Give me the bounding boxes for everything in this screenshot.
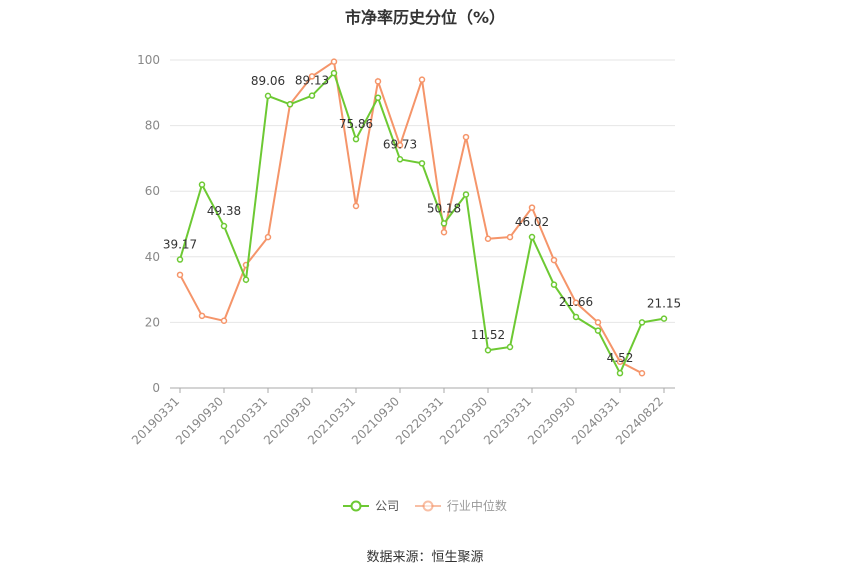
data-point-company: [440, 220, 448, 227]
data-label: 89.13: [295, 74, 329, 88]
data-point-industry: [616, 358, 624, 366]
data-point-industry: [264, 233, 272, 241]
data-point-industry: [198, 312, 206, 320]
data-label: 21.15: [647, 297, 681, 311]
data-label: 46.02: [515, 215, 549, 229]
data-point-industry: [220, 317, 228, 325]
data-point-company: [242, 276, 250, 284]
y-tick-label: 80: [145, 119, 160, 133]
data-point-industry: [440, 228, 448, 236]
data-point-industry: [418, 76, 426, 83]
data-label: 4.52: [607, 351, 634, 365]
data-point-company: [286, 101, 294, 108]
legend-line-marker-icon: [414, 500, 441, 511]
data-label: 21.66: [559, 295, 593, 309]
data-point-company: [198, 181, 206, 188]
data-point-company: [506, 343, 514, 351]
data-point-industry: [462, 133, 470, 141]
data-point-company: [308, 92, 316, 99]
data-point-company: [572, 313, 580, 321]
data-point-industry: [506, 233, 514, 241]
chart-title: 市净率历史分位（%）: [344, 8, 506, 27]
data-point-company: [616, 369, 624, 377]
data-label: 50.18: [427, 201, 461, 215]
data-point-industry: [550, 256, 558, 264]
data-label: 49.38: [207, 204, 241, 218]
y-tick-label: 60: [145, 184, 160, 198]
data-point-company: [484, 346, 492, 354]
data-point-company: [352, 135, 360, 143]
y-tick-label: 20: [145, 315, 160, 329]
data-point-company: [374, 94, 382, 101]
data-label: 75.86: [339, 117, 373, 131]
y-tick-label: 0: [152, 381, 160, 395]
data-point-company: [462, 191, 470, 198]
legend-item-company[interactable]: 公司: [343, 497, 399, 514]
series-line-company: [179, 71, 665, 376]
y-tick-label: 100: [137, 53, 160, 67]
data-label: 89.06: [251, 74, 285, 88]
data-label: 11.52: [471, 328, 505, 342]
data-point-industry: [308, 73, 316, 80]
y-tick-label: 40: [145, 250, 160, 264]
data-point-industry: [396, 142, 404, 149]
data-point-company: [550, 281, 558, 288]
legend-label-company: 公司: [375, 499, 400, 513]
data-point-company: [330, 69, 338, 77]
data-point-industry: [528, 204, 536, 211]
chart-legend: 公司 行业中位数: [0, 497, 850, 515]
data-point-company: [594, 327, 602, 334]
data-point-industry: [176, 271, 184, 279]
legend-label-industry: 行业中位数: [446, 499, 507, 513]
line-chart: 0204060801002019033120190930202003312020…: [129, 53, 681, 447]
data-point-industry: [594, 319, 602, 326]
data-label: 69.73: [383, 137, 417, 151]
series-line-industry: [179, 59, 643, 375]
legend-item-industry[interactable]: 行业中位数: [414, 497, 507, 514]
data-point-company: [418, 160, 426, 167]
data-point-industry: [330, 58, 338, 65]
data-point-company: [638, 319, 646, 326]
data-point-industry: [352, 202, 360, 210]
data-point-company: [660, 315, 668, 322]
x-tick-label: 20240822: [613, 394, 666, 447]
legend-line-marker-icon: [343, 500, 370, 511]
data-point-industry: [572, 299, 580, 306]
data-point-company: [176, 256, 184, 263]
data-point-company: [220, 222, 228, 230]
data-point-company: [528, 233, 536, 241]
data-point-industry: [484, 235, 492, 243]
data-point-industry: [638, 369, 646, 377]
data-point-industry: [374, 78, 382, 85]
data-point-company: [396, 156, 404, 163]
data-label: 39.17: [163, 238, 197, 252]
data-source: 数据来源：恒生聚源: [366, 550, 484, 565]
data-point-company: [264, 92, 272, 100]
